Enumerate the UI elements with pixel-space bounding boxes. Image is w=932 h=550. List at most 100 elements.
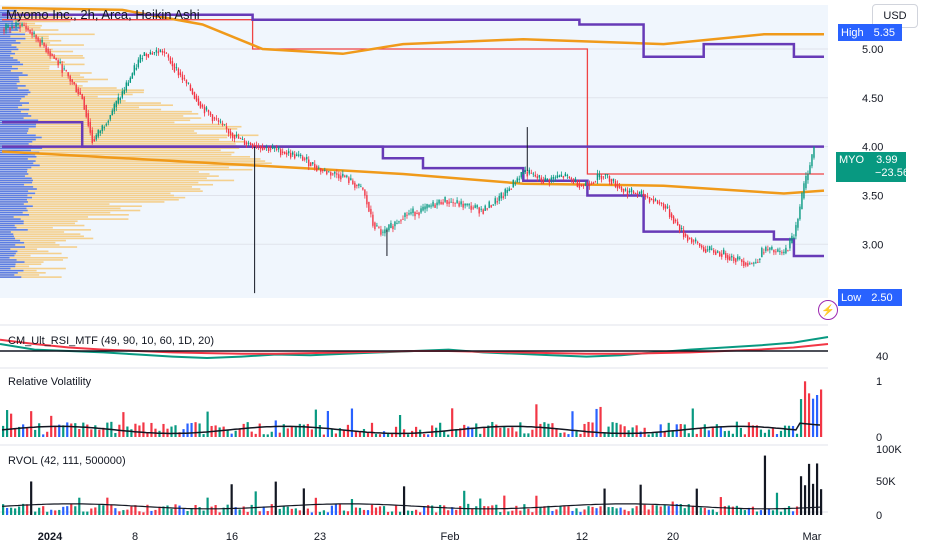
- volatility-bar: [655, 431, 658, 437]
- rvol-bar: [78, 497, 81, 515]
- candle-body: [414, 211, 416, 217]
- volatility-bar: [330, 429, 333, 437]
- rvol-bar: [374, 507, 378, 515]
- volatility-bar: [250, 431, 253, 437]
- volume-profile-bar: [0, 29, 19, 31]
- candle-body: [468, 204, 470, 206]
- candle-body: [516, 178, 518, 183]
- candle-body: [408, 213, 410, 215]
- rvol-bar: [202, 510, 205, 515]
- candle-body: [316, 165, 318, 171]
- candle-body: [69, 75, 71, 82]
- volume-profile-bar: [0, 138, 36, 141]
- candle-body: [462, 203, 464, 208]
- volume-profile-bar: [0, 85, 26, 87]
- volume-profile-bar: [0, 35, 49, 38]
- volume-profile-bar: [0, 97, 22, 100]
- volume-profile-bar: [0, 248, 38, 250]
- candle-body: [183, 77, 186, 79]
- low-price-tag: Low 2.50: [838, 289, 902, 306]
- candle-body: [239, 138, 242, 140]
- volume-profile-bar: [0, 50, 12, 53]
- candle-body: [169, 57, 172, 64]
- volatility-bar: [282, 424, 285, 437]
- candle-body: [797, 218, 799, 228]
- candle-body: [296, 154, 298, 156]
- candle-body: [141, 58, 144, 60]
- volatility-bar: [266, 434, 269, 437]
- lightning-icon[interactable]: ⚡: [818, 300, 838, 320]
- volatility-bar: [523, 433, 526, 437]
- volatility-bar: [102, 427, 105, 437]
- candle-body: [318, 167, 320, 169]
- candle-body: [763, 252, 765, 254]
- candle-body: [93, 139, 95, 141]
- candle-body: [686, 235, 689, 241]
- candle-body: [153, 52, 156, 54]
- volatility-bar: [338, 428, 342, 437]
- rvol-bar: [803, 485, 807, 515]
- volatility-bar: [222, 426, 225, 437]
- candle-body: [11, 26, 13, 29]
- volatility-bar: [66, 422, 69, 437]
- volatility-bar: [70, 423, 73, 437]
- rvol-bar: [583, 509, 586, 515]
- orange-lower-line: [1, 150, 825, 195]
- rvol-bar: [242, 506, 245, 515]
- rvol-bar: [795, 506, 799, 515]
- candle-body: [460, 201, 462, 205]
- candle-body: [394, 221, 396, 227]
- rvol-bar: [186, 511, 189, 515]
- candle-body: [596, 173, 599, 181]
- rvol-bar: [695, 488, 698, 515]
- candle-body: [538, 175, 541, 178]
- volume-profile-bar: [0, 164, 258, 167]
- candle-body: [692, 240, 695, 242]
- volume-profile-bar: [0, 113, 29, 115]
- rvol-bar: [14, 508, 17, 515]
- candle-body: [648, 197, 651, 203]
- rvol-bar: [819, 489, 823, 515]
- candle-body: [508, 188, 510, 192]
- volume-profile-bar: [0, 91, 31, 94]
- candle-body: [29, 29, 31, 34]
- rvol-bar: [715, 512, 718, 515]
- candle-body: [135, 67, 138, 70]
- rvol-bar: [354, 507, 358, 515]
- volatility-bar: [170, 426, 173, 437]
- candle-body: [494, 198, 496, 204]
- candle-body: [253, 144, 256, 147]
- rvol-bar: [643, 504, 646, 515]
- candle-body: [582, 184, 585, 187]
- candle-body: [604, 174, 607, 176]
- candle-body: [43, 42, 45, 47]
- volatility-bar: [242, 423, 245, 437]
- rvol-bar: [222, 507, 225, 515]
- candle-body: [570, 178, 573, 180]
- volatility-bar: [707, 430, 710, 437]
- volatility-bar: [767, 429, 771, 437]
- candle-body: [91, 130, 93, 143]
- volatility-bar: [302, 424, 305, 437]
- volatility-bar: [439, 422, 442, 437]
- volume-profile-bar: [0, 9, 61, 12]
- rsi-y-tick: 40: [876, 351, 888, 363]
- x-tick-label: 12: [576, 531, 588, 543]
- rvol-bar: [667, 506, 670, 515]
- candle-body: [410, 212, 412, 214]
- volume-profile-bar: [0, 241, 56, 244]
- candle-body: [474, 205, 476, 208]
- volatility-bar: [727, 430, 730, 437]
- rvol-bar: [451, 507, 454, 515]
- candle-body: [498, 196, 500, 201]
- rvol-bar: [675, 504, 678, 515]
- volatility-bar: [559, 432, 562, 437]
- candle-body: [719, 252, 721, 257]
- volume-profile-bar: [0, 226, 17, 229]
- high-value: 5.35: [873, 26, 896, 39]
- volatility-bar: [519, 422, 522, 437]
- candle-body: [642, 193, 645, 197]
- candle-body: [779, 251, 781, 253]
- volatility-bar: [759, 429, 763, 437]
